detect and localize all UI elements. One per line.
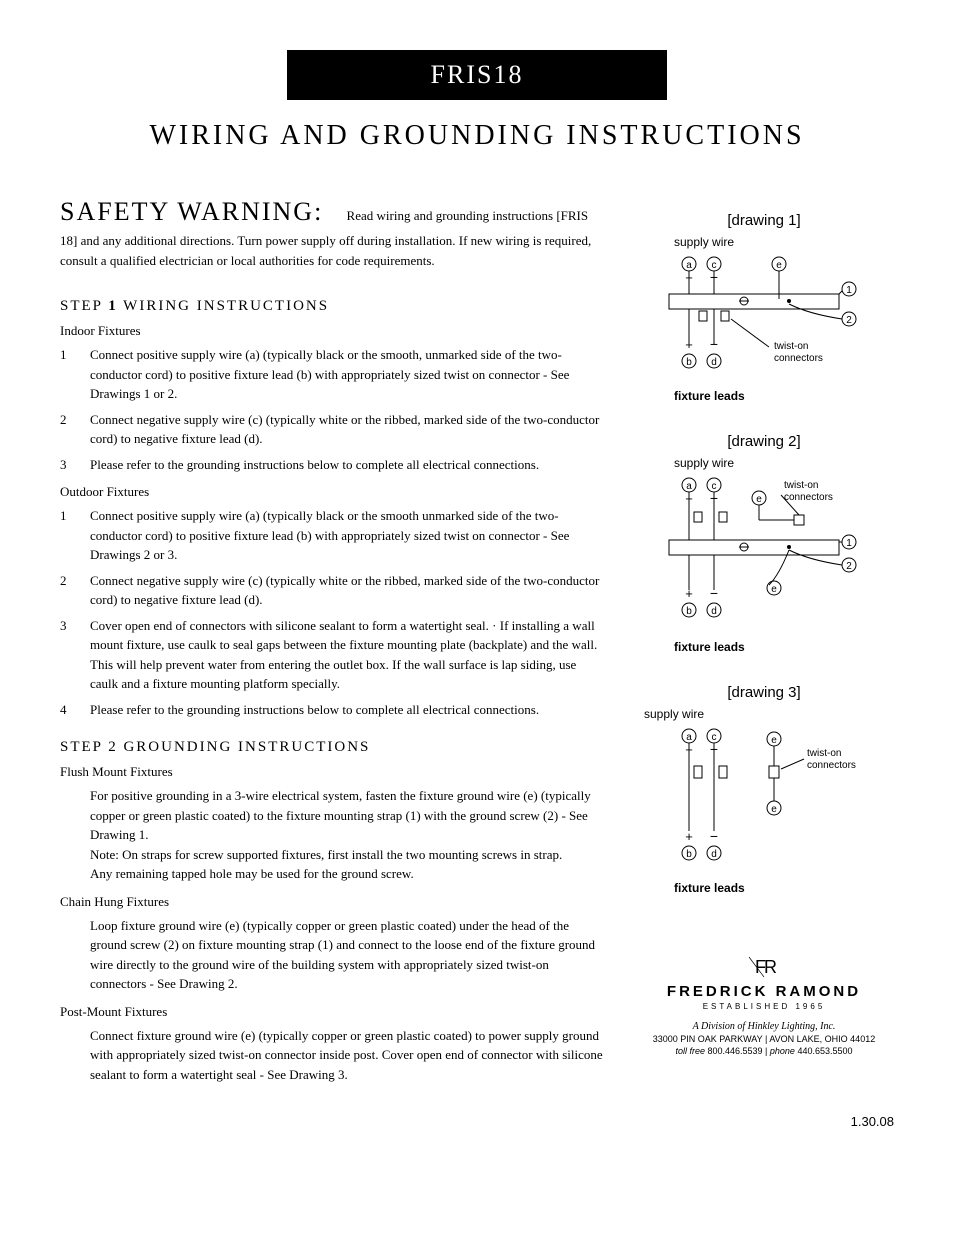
brand-block: F R FREDRICK RAMOND ESTABLISHED 1965 A D…: [634, 955, 894, 1056]
main-title: WIRING AND GROUNDING INSTRUCTIONS: [60, 120, 894, 152]
step1-post: WIRING INSTRUCTIONS: [118, 298, 329, 314]
item-number: 2: [60, 410, 90, 449]
list-item: 1Connect positive supply wire (a) (typic…: [60, 506, 604, 565]
step1-num: 1: [108, 298, 118, 314]
svg-text:e: e: [771, 804, 777, 815]
step2-heading: STEP 2 GROUNDING INSTRUCTIONS: [60, 739, 604, 756]
flush-text: For positive grounding in a 3-wire elect…: [90, 786, 604, 884]
item-number: 3: [60, 616, 90, 694]
chain-text: Loop fixture ground wire (e) (typically …: [90, 916, 604, 994]
drawing1-supply-caption: supply wire: [674, 235, 894, 249]
drawing1-label: [drawing 1]: [634, 212, 894, 229]
svg-text:1: 1: [846, 538, 852, 549]
indoor-subheading: Indoor Fixtures: [60, 323, 604, 339]
brand-logo-icon: F R: [749, 955, 779, 979]
model-badge: FRIS18: [287, 50, 667, 100]
item-text: Please refer to the grounding instructio…: [90, 700, 604, 720]
svg-text:d: d: [711, 357, 717, 368]
svg-text:e: e: [756, 494, 762, 505]
d1-conn: connectors: [774, 353, 823, 364]
safety-heading: SAFETY WARNING:: [60, 197, 323, 226]
post-text: Connect fixture ground wire (e) (typical…: [90, 1026, 604, 1085]
drawing2-fixture-caption: fixture leads: [674, 640, 894, 654]
svg-text:b: b: [686, 849, 692, 860]
svg-text:b: b: [686, 606, 692, 617]
svg-text:2: 2: [846, 561, 852, 572]
outdoor-list: 1Connect positive supply wire (a) (typic…: [60, 506, 604, 719]
svg-text:e: e: [771, 735, 777, 746]
drawing2-supply-caption: supply wire: [674, 456, 894, 470]
item-number: 3: [60, 455, 90, 475]
chain-subheading: Chain Hung Fixtures: [60, 894, 604, 910]
flush-subheading: Flush Mount Fixtures: [60, 764, 604, 780]
step2-pre: STEP: [60, 739, 108, 755]
svg-text:−: −: [710, 585, 718, 601]
drawing3-label: [drawing 3]: [634, 684, 894, 701]
footer-date: 1.30.08: [60, 1114, 894, 1129]
step1-pre: STEP: [60, 298, 108, 314]
list-item: 2Connect negative supply wire (c) (typic…: [60, 571, 604, 610]
svg-text:−: −: [710, 828, 718, 844]
svg-text:1: 1: [846, 285, 852, 296]
svg-text:−: −: [710, 336, 718, 352]
item-text: Please refer to the grounding instructio…: [90, 455, 604, 475]
left-column: SAFETY WARNING: Read wiring and groundin…: [60, 192, 604, 1094]
step1-heading: STEP 1 WIRING INSTRUCTIONS: [60, 298, 604, 315]
item-number: 4: [60, 700, 90, 720]
item-number: 1: [60, 506, 90, 565]
drawing3-supply-caption: supply wire: [644, 707, 894, 721]
d1-twist: twist-on: [774, 341, 808, 352]
svg-text:+: +: [685, 829, 693, 844]
list-item: 4Please refer to the grounding instructi…: [60, 700, 604, 720]
safety-paragraph: SAFETY WARNING: Read wiring and groundin…: [60, 192, 604, 270]
svg-text:connectors: connectors: [784, 492, 833, 503]
svg-text:d: d: [711, 849, 717, 860]
list-item: 1Connect positive supply wire (a) (typic…: [60, 345, 604, 404]
step2-post: GROUNDING INSTRUCTIONS: [118, 739, 371, 755]
drawing3-svg: a c e + − e twist-on connectors + − b d: [659, 721, 869, 871]
step2-num: 2: [108, 739, 118, 755]
item-number: 2: [60, 571, 90, 610]
item-text: Connect negative supply wire (c) (typica…: [90, 410, 604, 449]
item-text: Connect positive supply wire (a) (typica…: [90, 506, 604, 565]
item-text: Connect negative supply wire (c) (typica…: [90, 571, 604, 610]
drawing2-svg: a c e + − twist-on connectors 1 2: [659, 470, 869, 630]
brand-phone: toll free 800.446.5539 | phone 440.653.5…: [634, 1046, 894, 1056]
svg-text:+: +: [685, 586, 693, 601]
outdoor-subheading: Outdoor Fixtures: [60, 484, 604, 500]
drawing1-fixture-caption: fixture leads: [674, 389, 894, 403]
drawing2-label: [drawing 2]: [634, 433, 894, 450]
brand-established: ESTABLISHED 1965: [634, 1002, 894, 1011]
list-item: 3Please refer to the grounding instructi…: [60, 455, 604, 475]
svg-text:+: +: [685, 337, 693, 352]
svg-text:connectors: connectors: [807, 760, 856, 771]
list-item: 2Connect negative supply wire (c) (typic…: [60, 410, 604, 449]
svg-text:2: 2: [846, 315, 852, 326]
svg-text:R: R: [764, 957, 777, 977]
item-number: 1: [60, 345, 90, 404]
right-column: [drawing 1] supply wire a c e + − 1 2 + …: [634, 192, 894, 1094]
svg-text:twist-on: twist-on: [784, 480, 818, 491]
item-text: Cover open end of connectors with silico…: [90, 616, 604, 694]
list-item: 3Cover open end of connectors with silic…: [60, 616, 604, 694]
svg-text:e: e: [771, 584, 777, 595]
brand-name: FREDRICK RAMOND: [634, 983, 894, 1000]
drawing3-fixture-caption: fixture leads: [674, 881, 894, 895]
brand-address: 33000 PIN OAK PARKWAY | AVON LAKE, OHIO …: [634, 1034, 894, 1044]
svg-text:e: e: [776, 260, 782, 271]
brand-division: A Division of Hinkley Lighting, Inc.: [634, 1021, 894, 1032]
svg-text:b: b: [686, 357, 692, 368]
item-text: Connect positive supply wire (a) (typica…: [90, 345, 604, 404]
post-subheading: Post-Mount Fixtures: [60, 1004, 604, 1020]
svg-text:twist-on: twist-on: [807, 748, 841, 759]
indoor-list: 1Connect positive supply wire (a) (typic…: [60, 345, 604, 474]
svg-text:d: d: [711, 606, 717, 617]
drawing1-svg: a c e + − 1 2 + − b d twist-on connec: [659, 249, 869, 379]
